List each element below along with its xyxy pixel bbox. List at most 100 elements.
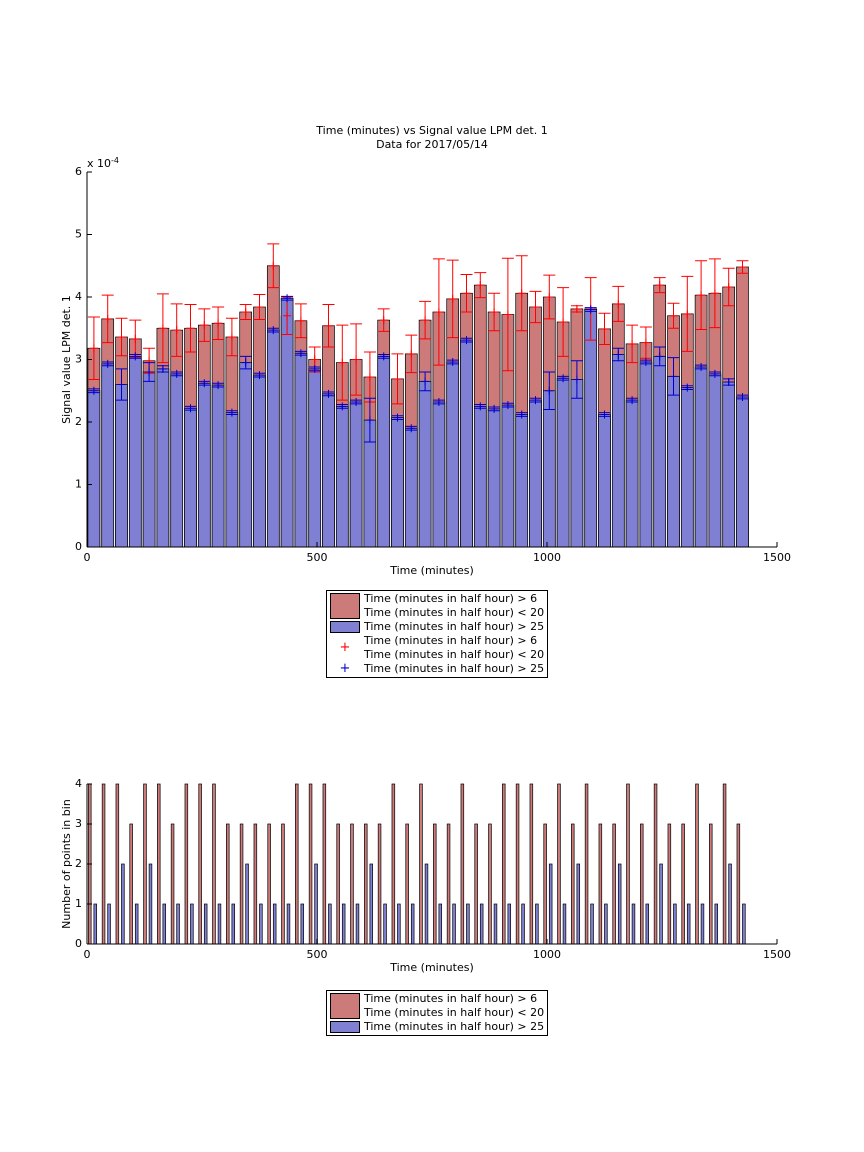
bar (294, 352, 308, 548)
error-marker (738, 393, 747, 401)
legend-label: Time (minutes in half hour) > 25 (364, 662, 545, 675)
bar (736, 396, 749, 548)
bar (391, 783, 396, 945)
legend-entry: + Time (minutes in half hour) > 6 Time (m… (330, 634, 545, 662)
y-axis-label: Signal value LPM det. 1 (60, 295, 73, 424)
bar (653, 783, 658, 945)
bar (176, 903, 180, 945)
bar (493, 903, 498, 945)
bar (397, 903, 401, 945)
bar (253, 823, 258, 945)
bar (121, 863, 125, 945)
bar (391, 417, 404, 548)
bar (245, 863, 249, 945)
bar (335, 406, 349, 548)
bar (259, 903, 263, 945)
error-marker (641, 358, 650, 366)
error-marker (434, 308, 443, 316)
error-marker (669, 311, 678, 320)
bar (349, 401, 363, 548)
bar (383, 903, 387, 945)
bar (604, 903, 608, 945)
legend-label: Time (minutes in half hour) > 6 Time (mi… (364, 634, 545, 661)
legend-marker: + (339, 640, 351, 655)
error-marker (379, 316, 388, 325)
bar (231, 903, 236, 945)
bar (364, 823, 368, 945)
chart-subtitle: Data for 2017/05/14 (376, 138, 488, 151)
bar (410, 903, 415, 945)
error-marker (655, 352, 664, 361)
error-marker (559, 374, 568, 383)
bar (314, 863, 318, 945)
error-marker (724, 378, 733, 386)
error-marker (724, 283, 733, 291)
y-tick-label: 6 (75, 165, 82, 178)
x-axis-label: Time (minutes) (389, 961, 474, 974)
x-tick-label: 1000 (533, 551, 561, 564)
error-marker (241, 308, 250, 316)
bar (322, 783, 327, 945)
bar (197, 382, 211, 548)
error-marker (269, 261, 278, 270)
error-marker (186, 404, 195, 413)
bar (521, 903, 525, 945)
bar (142, 371, 156, 548)
legend-entry: Time (minutes in half hour) > 6 Time (mi… (330, 592, 544, 620)
bar (681, 823, 685, 945)
error-marker (241, 358, 250, 367)
bar (239, 362, 253, 548)
bar (487, 408, 501, 548)
y-multiplier: x 10-4 (87, 156, 119, 171)
bar (515, 414, 529, 548)
error-marker (614, 350, 623, 359)
y-tick-label: 2 (75, 415, 82, 428)
error-marker (448, 358, 457, 366)
error-marker (338, 402, 347, 411)
bar (501, 404, 515, 548)
error-marker (545, 386, 554, 395)
legend-label: Time (minutes in half hour) > 25 (364, 620, 545, 633)
error-marker (186, 324, 195, 333)
bar (101, 783, 106, 945)
bar (308, 368, 322, 548)
legend-marker: + (339, 661, 351, 676)
error-marker (214, 381, 223, 390)
error-marker (227, 408, 236, 417)
error-marker (158, 324, 167, 333)
error-marker (393, 413, 402, 422)
error-marker (365, 416, 374, 425)
bar (694, 366, 708, 548)
error-marker (421, 316, 430, 325)
bar (128, 356, 142, 548)
bar (322, 393, 335, 548)
bar (266, 329, 280, 548)
error-marker (628, 396, 637, 405)
bar (211, 384, 225, 548)
error-marker (324, 321, 333, 330)
bar (460, 783, 465, 945)
bar (708, 373, 722, 548)
error-marker (296, 349, 305, 358)
legend-entry: Time (minutes in half hour) > 25 (330, 620, 544, 634)
bar (239, 823, 244, 945)
bar (645, 903, 650, 945)
bar (700, 903, 705, 945)
bar (115, 783, 120, 945)
bar (576, 863, 581, 945)
error-marker (503, 310, 512, 319)
error-marker (145, 368, 154, 376)
legend-label: Time (minutes in half hour) > 6 Time (mi… (364, 592, 545, 619)
bar (667, 823, 672, 945)
bar (280, 297, 294, 548)
x-tick-label: 1000 (533, 948, 561, 961)
bar (543, 823, 547, 945)
legend-entry: + Time (minutes in half hour) > 25 (330, 661, 545, 676)
bar (562, 903, 567, 945)
bar (473, 406, 487, 548)
x-tick-label: 500 (307, 948, 328, 961)
bar (617, 863, 622, 945)
bar (295, 783, 299, 945)
